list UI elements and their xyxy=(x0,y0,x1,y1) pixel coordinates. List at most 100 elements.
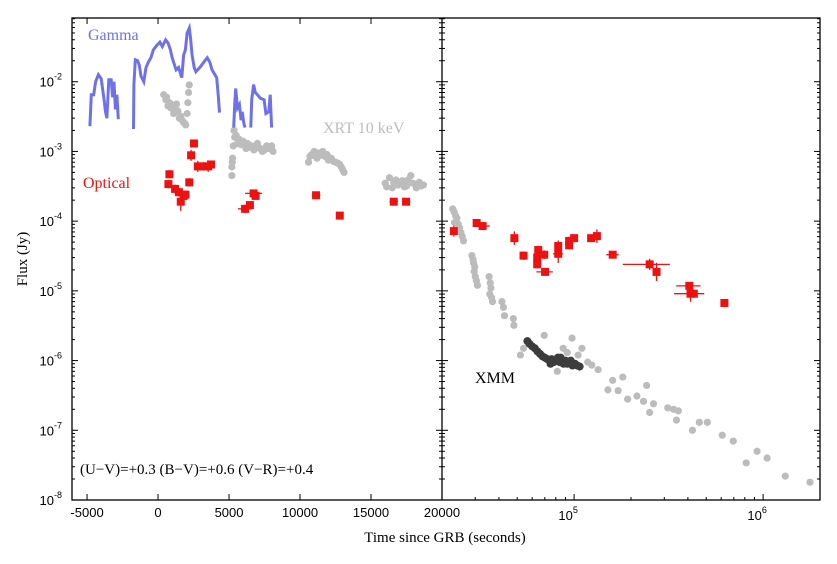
panel-late-log xyxy=(449,205,814,486)
optical-point xyxy=(570,234,579,243)
xrt-point xyxy=(184,99,192,107)
xrt-point xyxy=(268,142,276,150)
y-tick-exp: -6 xyxy=(54,351,62,361)
optical-point xyxy=(592,232,601,241)
optical-point xyxy=(165,170,174,179)
x-tick-label: 5000 xyxy=(215,505,244,520)
xrt-point xyxy=(388,184,396,192)
y-tick-label: 10-4 xyxy=(40,211,62,229)
xrt-point xyxy=(498,298,506,306)
y-tick-exp: -7 xyxy=(54,420,62,430)
optical-point xyxy=(251,191,260,200)
xrt-point xyxy=(500,312,509,320)
xrt-point xyxy=(540,331,548,339)
x-tick-exp: 6 xyxy=(762,505,767,515)
xrt-point xyxy=(563,349,571,357)
x-tick-label: 105 xyxy=(558,505,577,523)
xrt-point xyxy=(578,344,586,352)
xrt-point xyxy=(781,472,789,480)
optical-point xyxy=(241,204,250,213)
y-tick-base: 10 xyxy=(40,214,54,229)
optical-point xyxy=(510,234,519,243)
xrt-point xyxy=(643,381,651,390)
xrt-point xyxy=(185,81,193,89)
xrt-point xyxy=(162,93,171,101)
xrt-point xyxy=(516,351,525,359)
optical-point xyxy=(174,188,183,197)
xrt-point xyxy=(488,298,497,306)
xrt-point xyxy=(624,395,632,403)
xrt-point xyxy=(172,100,181,108)
xmm-point xyxy=(575,362,584,371)
xrt-point xyxy=(383,183,391,191)
y-tick-label: 10-5 xyxy=(40,281,62,299)
xrt-point xyxy=(487,284,495,292)
optical-point xyxy=(335,211,344,220)
y-tick-base: 10 xyxy=(40,493,54,508)
y-tick-label: 10-2 xyxy=(40,72,62,90)
xrt-point xyxy=(568,334,576,342)
gamma-line xyxy=(232,88,247,129)
xrt-point xyxy=(419,181,428,189)
xrt-point xyxy=(499,303,508,311)
y-tick-base: 10 xyxy=(40,354,54,369)
color-indices-label: (U−V)=+0.3 (B−V)=+0.6 (V−R)=+0.4 xyxy=(80,462,314,478)
optical-point xyxy=(645,260,654,269)
xrt-point xyxy=(729,437,737,445)
xrt-point xyxy=(672,416,681,424)
xrt-point xyxy=(718,431,726,439)
xrt-point xyxy=(553,367,561,375)
panel-early-linear xyxy=(88,22,428,220)
xrt-point xyxy=(182,121,190,129)
plot-marks xyxy=(88,22,814,486)
gamma-line xyxy=(88,71,120,127)
optical-point xyxy=(554,249,563,258)
xrt-point xyxy=(649,400,658,408)
y-tick-base: 10 xyxy=(40,75,54,90)
optical-point xyxy=(478,222,487,231)
xrt-point xyxy=(806,478,814,486)
xrt-point xyxy=(459,237,468,245)
x-tick-base: 10 xyxy=(747,508,761,523)
optical-point xyxy=(720,298,729,307)
xrt-point xyxy=(398,177,406,185)
optical-point xyxy=(472,219,481,228)
optical-point xyxy=(185,178,194,187)
xrt-point xyxy=(574,351,582,359)
plot-frame xyxy=(71,17,821,501)
y-tick-exp: -3 xyxy=(54,141,62,151)
optical-point xyxy=(164,180,173,189)
xrt-point xyxy=(674,407,682,415)
gamma-line xyxy=(249,84,274,128)
y-tick-base: 10 xyxy=(40,284,54,299)
optical-point xyxy=(587,234,596,243)
xrt-point xyxy=(485,273,493,281)
optical-label: Optical xyxy=(83,175,131,192)
xrt-point xyxy=(753,447,761,455)
optical-point xyxy=(189,139,198,148)
x-tick-base: 10 xyxy=(558,508,572,523)
xrt-point xyxy=(664,404,672,412)
xmm-label: XMM xyxy=(475,370,515,387)
x-tick-label: 106 xyxy=(747,505,766,523)
optical-point xyxy=(181,190,190,199)
optical-point xyxy=(565,236,574,245)
y-tick-exp: -4 xyxy=(54,211,62,221)
y-tick-label: 10-6 xyxy=(40,351,62,369)
x-tick-label: 20000 xyxy=(424,505,460,520)
optical-point xyxy=(206,160,215,169)
y-tick-exp: -2 xyxy=(54,72,62,82)
optical-point xyxy=(449,227,458,236)
x-tick-label: -5000 xyxy=(70,505,103,520)
x-tick-label: 10000 xyxy=(282,505,318,520)
optical-point xyxy=(534,246,543,255)
optical-point xyxy=(389,197,398,206)
xrt-point xyxy=(604,386,612,394)
optical-point xyxy=(652,267,661,276)
xrt-point xyxy=(703,418,711,426)
xrt-point xyxy=(340,168,348,177)
gamma-line xyxy=(132,22,221,130)
x-tick-exp: 5 xyxy=(573,505,578,515)
optical-point xyxy=(689,289,698,298)
